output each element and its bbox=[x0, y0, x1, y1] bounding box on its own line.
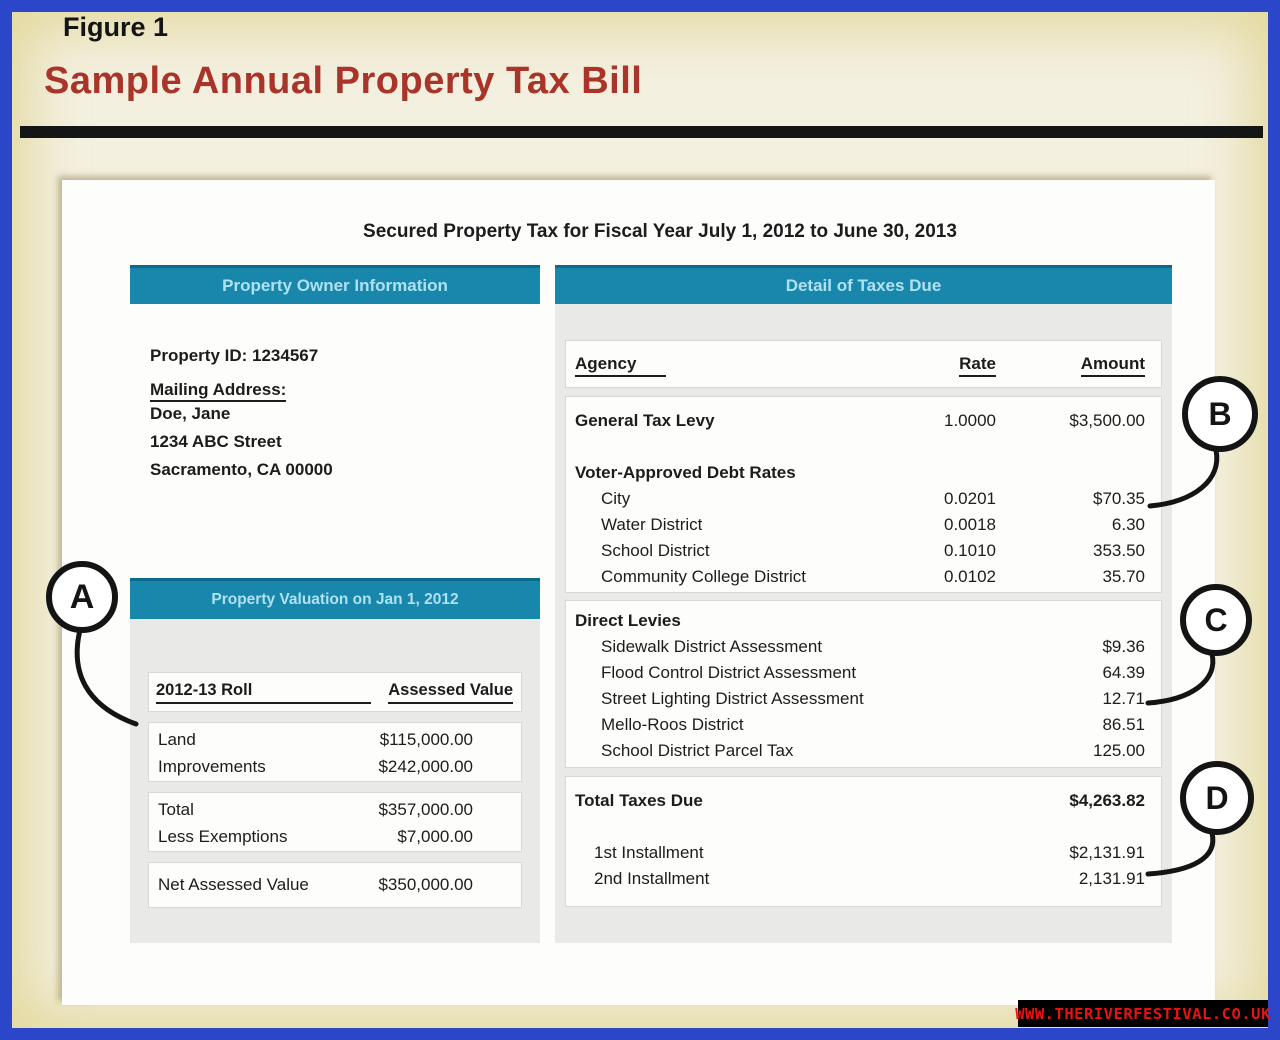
title-divider bbox=[20, 126, 1263, 138]
direct-levies-section: Direct Levies Sidewalk District Assessme… bbox=[565, 600, 1162, 768]
address-line: Doe, Jane bbox=[150, 404, 231, 423]
amount-column-header: Amount bbox=[1005, 354, 1145, 377]
table-row: General Tax Levy 1.0000 $3,500.00 bbox=[575, 411, 1145, 430]
roll-column-header: 2012-13 Roll bbox=[156, 681, 371, 704]
table-row: City 0.0201 $70.35 bbox=[601, 489, 1145, 508]
owner-panel: Property ID: 1234567 Mailing Address: Do… bbox=[130, 304, 540, 548]
callout-d-badge: D bbox=[1180, 761, 1254, 835]
table-row: Net Assessed Value $350,000.00 bbox=[158, 875, 473, 894]
detail-panel-header: Detail of Taxes Due bbox=[555, 265, 1172, 304]
table-row: Community College District 0.0102 35.70 bbox=[601, 567, 1145, 586]
table-row: Street Lighting District Assessment 12.7… bbox=[601, 689, 1145, 708]
table-row: Flood Control District Assessment 64.39 bbox=[601, 663, 1145, 682]
table-row: Land $115,000.00 bbox=[158, 730, 473, 749]
bill-heading: Secured Property Tax for Fiscal Year Jul… bbox=[363, 221, 957, 242]
figure-title: Sample Annual Property Tax Bill bbox=[44, 60, 643, 102]
mailing-address-label: Mailing Address: bbox=[150, 380, 540, 402]
total-taxes-section: Total Taxes Due $4,263.82 1st Installmen… bbox=[565, 776, 1162, 907]
table-row: Total $357,000.00 bbox=[158, 800, 473, 819]
section-subheader: Voter-Approved Debt Rates bbox=[575, 463, 796, 482]
table-row: School District Parcel Tax 125.00 bbox=[601, 741, 1145, 760]
table-row: Mello-Roos District 86.51 bbox=[601, 715, 1145, 734]
assessed-value-column-header: Assessed Value bbox=[388, 681, 513, 704]
table-row: 2nd Installment 2,131.91 bbox=[594, 869, 1145, 888]
callout-c-badge: C bbox=[1180, 584, 1252, 656]
row-spacer bbox=[566, 814, 1145, 840]
table-row: Less Exemptions $7,000.00 bbox=[158, 827, 473, 846]
table-row: Water District 0.0018 6.30 bbox=[601, 515, 1145, 534]
valuation-column-headers: 2012-13 Roll Assessed Value bbox=[148, 672, 522, 712]
valuation-net-assessed: Net Assessed Value $350,000.00 bbox=[148, 862, 522, 908]
table-row: School District 0.1010 353.50 bbox=[601, 541, 1145, 560]
rate-column-header: Rate bbox=[906, 354, 996, 377]
section-subheader: Direct Levies bbox=[575, 611, 681, 630]
detail-column-headers: Agency Rate Amount bbox=[565, 340, 1162, 388]
owner-panel-header: Property Owner Information bbox=[130, 265, 540, 304]
table-row: Total Taxes Due $4,263.82 bbox=[575, 791, 1145, 810]
property-id: Property ID: 1234567 bbox=[150, 346, 319, 365]
valuation-panel-header: Property Valuation on Jan 1, 2012 bbox=[130, 578, 540, 619]
table-row: Improvements $242,000.00 bbox=[158, 757, 473, 776]
valuation-land-improvements: Land $115,000.00 Improvements $242,000.0… bbox=[148, 722, 522, 782]
valuation-total-exemptions: Total $357,000.00 Less Exemptions $7,000… bbox=[148, 792, 522, 852]
watermark: WWW.THERIVERFESTIVAL.CO.UK bbox=[1015, 1000, 1270, 1027]
figure-number: Figure 1 bbox=[63, 12, 169, 42]
address-line: Sacramento, CA 00000 bbox=[150, 460, 333, 479]
address-line: 1234 ABC Street bbox=[150, 432, 282, 451]
row-spacer bbox=[566, 434, 1145, 460]
agency-column-header: Agency bbox=[566, 354, 906, 377]
callout-a-badge: A bbox=[46, 561, 118, 633]
callout-b-badge: B bbox=[1182, 376, 1258, 452]
table-row: 1st Installment $2,131.91 bbox=[594, 843, 1145, 862]
table-row: Sidewalk District Assessment $9.36 bbox=[601, 637, 1145, 656]
general-levy-section: General Tax Levy 1.0000 $3,500.00 Voter-… bbox=[565, 396, 1162, 593]
